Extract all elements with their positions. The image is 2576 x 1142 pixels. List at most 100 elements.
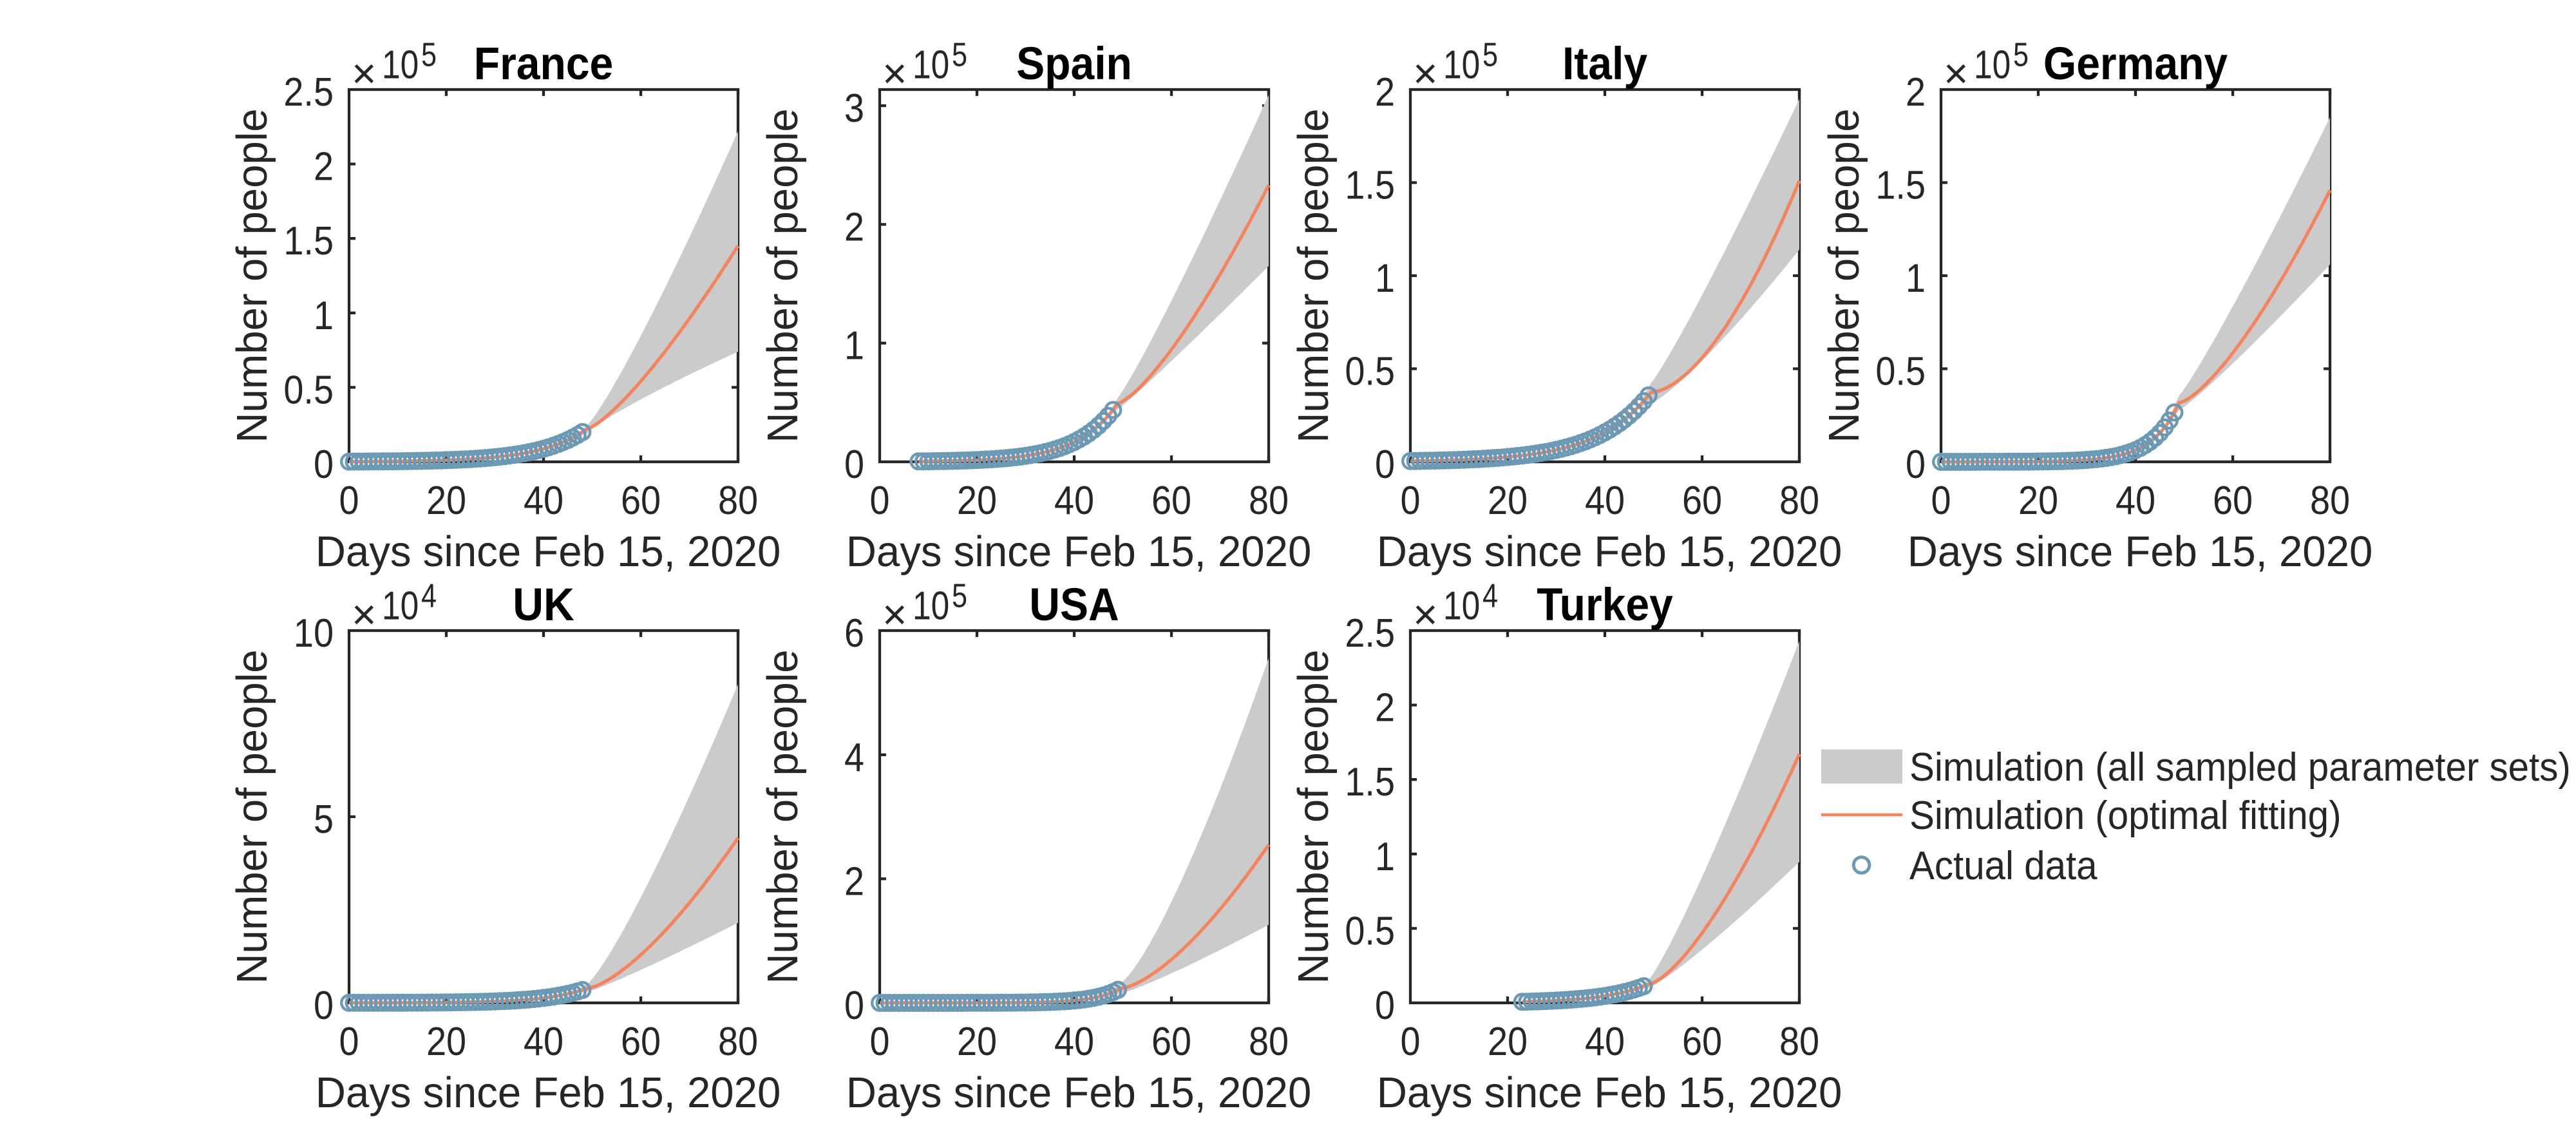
svg-text:Spain: Spain	[1016, 39, 1132, 90]
svg-text:0: 0	[314, 443, 334, 487]
svg-text:40: 40	[524, 1020, 564, 1064]
svg-text:0.5: 0.5	[1345, 909, 1395, 953]
svg-text:20: 20	[2018, 479, 2058, 523]
svg-text:10: 10	[1443, 584, 1480, 629]
svg-text:0.5: 0.5	[283, 368, 334, 412]
svg-text:80: 80	[718, 479, 758, 523]
svg-text:40: 40	[1585, 1020, 1625, 1064]
svg-text:Days since Feb 15, 2020: Days since Feb 15, 2020	[846, 528, 1312, 576]
svg-text:×: ×	[352, 50, 377, 97]
svg-text:2: 2	[1906, 70, 1926, 115]
svg-text:0: 0	[844, 443, 864, 487]
svg-text:60: 60	[621, 479, 661, 523]
svg-text:1: 1	[844, 324, 864, 368]
svg-text:5: 5	[1482, 37, 1498, 74]
svg-text:1.5: 1.5	[1875, 164, 1926, 208]
svg-text:UK: UK	[513, 580, 574, 631]
svg-text:40: 40	[524, 479, 564, 523]
svg-text:4: 4	[844, 736, 864, 780]
svg-text:2: 2	[1375, 686, 1395, 730]
svg-text:Number of people: Number of people	[759, 108, 807, 443]
svg-text:Days since Feb 15, 2020: Days since Feb 15, 2020	[316, 528, 781, 576]
svg-text:Simulation (all sampled parame: Simulation (all sampled parameter sets)	[1909, 745, 2571, 790]
svg-text:40: 40	[1054, 479, 1094, 523]
svg-text:1.5: 1.5	[1345, 164, 1395, 208]
svg-text:40: 40	[1054, 1020, 1094, 1064]
svg-text:80: 80	[2310, 479, 2350, 523]
svg-text:0: 0	[1931, 479, 1951, 523]
svg-text:Days since Feb 15, 2020: Days since Feb 15, 2020	[1908, 528, 2373, 576]
svg-text:2.5: 2.5	[1345, 611, 1395, 656]
svg-text:2: 2	[844, 205, 864, 249]
svg-text:Germany: Germany	[2043, 39, 2228, 90]
svg-text:1: 1	[1375, 835, 1395, 879]
svg-text:20: 20	[957, 479, 997, 523]
svg-text:Number of people: Number of people	[1820, 108, 1868, 443]
svg-text:60: 60	[1682, 479, 1722, 523]
svg-text:1: 1	[314, 294, 334, 338]
svg-text:1: 1	[1906, 256, 1926, 301]
svg-text:0: 0	[339, 1020, 359, 1064]
svg-text:×: ×	[1413, 50, 1438, 97]
svg-text:80: 80	[1779, 479, 1819, 523]
svg-text:Number of people: Number of people	[759, 649, 807, 984]
svg-text:0: 0	[870, 479, 890, 523]
svg-text:20: 20	[1488, 1020, 1528, 1064]
svg-text:×: ×	[1413, 591, 1438, 638]
svg-text:10: 10	[1974, 43, 2011, 88]
svg-text:1: 1	[1375, 256, 1395, 301]
svg-text:0: 0	[314, 984, 334, 1028]
svg-text:3: 3	[844, 86, 864, 131]
svg-text:Number of people: Number of people	[228, 108, 276, 443]
svg-text:40: 40	[2116, 479, 2155, 523]
svg-text:Number of people: Number of people	[228, 649, 276, 984]
svg-text:Number of people: Number of people	[1289, 108, 1338, 443]
svg-text:0: 0	[1906, 443, 1926, 487]
svg-text:5: 5	[952, 578, 967, 615]
svg-text:×: ×	[1944, 50, 1969, 97]
svg-text:×: ×	[882, 591, 907, 638]
svg-text:6: 6	[844, 611, 864, 656]
svg-text:2.5: 2.5	[283, 70, 334, 115]
svg-text:10: 10	[913, 43, 949, 88]
svg-text:60: 60	[1151, 479, 1191, 523]
svg-text:Simulation (optimal fitting): Simulation (optimal fitting)	[1909, 794, 2342, 838]
svg-text:Days since Feb 15, 2020: Days since Feb 15, 2020	[1377, 528, 1842, 576]
svg-text:20: 20	[426, 479, 466, 523]
svg-text:×: ×	[882, 50, 907, 97]
svg-text:×: ×	[352, 591, 377, 638]
svg-text:80: 80	[1249, 479, 1289, 523]
svg-text:60: 60	[1151, 1020, 1191, 1064]
svg-text:0: 0	[339, 479, 359, 523]
svg-text:Italy: Italy	[1562, 39, 1648, 90]
svg-text:60: 60	[621, 1020, 661, 1064]
svg-text:Number of people: Number of people	[1289, 649, 1338, 984]
svg-text:2: 2	[314, 145, 334, 189]
svg-text:10: 10	[913, 584, 949, 629]
svg-text:0: 0	[1375, 984, 1395, 1028]
svg-text:80: 80	[1249, 1020, 1289, 1064]
svg-text:4: 4	[421, 578, 437, 615]
svg-text:4: 4	[1482, 578, 1498, 615]
svg-text:10: 10	[382, 584, 419, 629]
svg-text:20: 20	[1488, 479, 1528, 523]
svg-text:Actual data: Actual data	[1909, 844, 2098, 888]
svg-text:5: 5	[2013, 37, 2029, 74]
svg-text:60: 60	[2213, 479, 2253, 523]
svg-text:0.5: 0.5	[1345, 350, 1395, 394]
svg-text:0: 0	[1401, 1020, 1421, 1064]
svg-text:USA: USA	[1029, 580, 1119, 631]
svg-text:France: France	[474, 39, 614, 90]
svg-text:Turkey: Turkey	[1537, 580, 1673, 631]
svg-text:Days since Feb 15, 2020: Days since Feb 15, 2020	[316, 1069, 781, 1117]
svg-text:5: 5	[421, 37, 437, 74]
svg-text:0: 0	[844, 984, 864, 1028]
svg-text:Days since Feb 15, 2020: Days since Feb 15, 2020	[846, 1069, 1312, 1117]
svg-text:1.5: 1.5	[1345, 760, 1395, 804]
svg-text:10: 10	[294, 611, 334, 656]
svg-text:20: 20	[426, 1020, 466, 1064]
svg-text:10: 10	[382, 43, 419, 88]
svg-text:2: 2	[844, 859, 864, 904]
svg-text:40: 40	[1585, 479, 1625, 523]
svg-text:0: 0	[870, 1020, 890, 1064]
